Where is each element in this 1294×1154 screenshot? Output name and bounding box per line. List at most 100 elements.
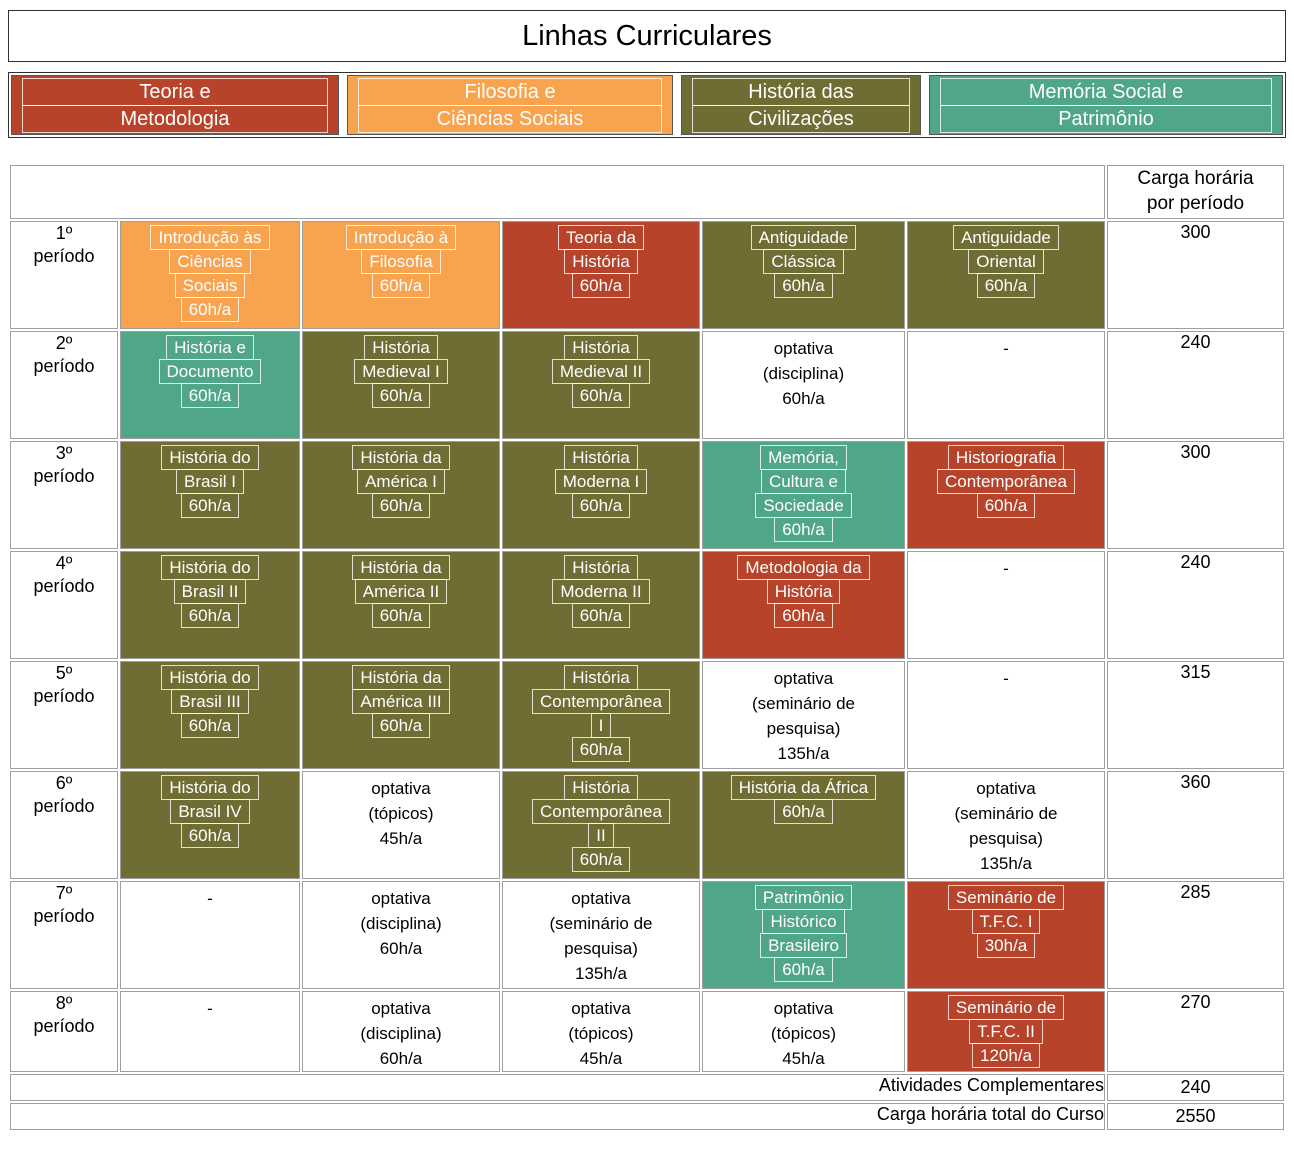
course-cell: Teoria da História 60h/a [502, 221, 700, 329]
text-line: 60h/a [571, 493, 631, 518]
text-line: optativa [371, 999, 431, 1018]
text-line: 60h/a [371, 383, 431, 408]
text-line: Brasil I [176, 469, 244, 494]
text-line: Filosofia [361, 249, 441, 274]
course-box: - [908, 662, 1104, 768]
period-row-7: 7º período - optativa (disciplina) 60h/a op… [10, 881, 1284, 989]
text-line: período [33, 576, 95, 596]
course-box: Historiografia Contemporânea 60h/a [908, 442, 1104, 548]
text-line: 1º [55, 223, 73, 243]
text-line: 60h/a [774, 799, 833, 824]
text-line: 60h/a [571, 273, 631, 298]
period-row-1: 1º período Introdução às Ciências Sociais 60… [10, 221, 1284, 329]
text-line: 60h/a [371, 493, 431, 518]
text-line: optativa [371, 889, 431, 908]
text-line: Filosofia e [358, 77, 662, 106]
text-line: por período [1146, 193, 1245, 214]
text-line: optativa [976, 779, 1036, 798]
course-cell: Historiografia Contemporânea 60h/a [907, 441, 1105, 549]
course-box: Memória, Cultura e Sociedade 60h/a [703, 442, 904, 548]
text-line: (seminário de [954, 804, 1058, 823]
workload-header-row: Carga horária por período [10, 165, 1284, 219]
text-line: Teoria da [558, 225, 644, 250]
course-cell: História Moderna II 60h/a [502, 551, 700, 659]
course-box: optativa (disciplina) 60h/a [303, 882, 499, 988]
text-line: América III [352, 689, 450, 714]
period-row-2: 2º período História e Documento 60h/a Histó… [10, 331, 1284, 439]
legend-item-teoria-metodologia: Teoria e Metodologia [11, 75, 339, 135]
text-line: História [564, 665, 638, 690]
course-box: Antiguidade Clássica 60h/a [703, 222, 904, 328]
course-cell: optativa (disciplina) 60h/a [302, 881, 500, 989]
text-line: Carga horária [1137, 168, 1254, 189]
text-line: pesquisa) [969, 829, 1043, 848]
period-row-8: 8º período - optativa (disciplina) 60h/a op… [10, 991, 1284, 1072]
course-cell: História Moderna I 60h/a [502, 441, 700, 549]
text-line: História [564, 775, 638, 800]
course-cell: História da África 60h/a [702, 771, 905, 879]
text-line: 60h/a [774, 603, 833, 628]
text-line: História das [692, 77, 910, 106]
text-line: Memória Social e [940, 77, 1272, 106]
text-line: Patrimônio [940, 104, 1272, 133]
course-cell: optativa (disciplina) 60h/a [702, 331, 905, 439]
text-line: Cultura e [761, 469, 846, 494]
course-cell: Introdução às Ciências Sociais 60h/a [120, 221, 300, 329]
course-box: Introdução à Filosofia 60h/a [303, 222, 499, 328]
course-box: Introdução às Ciências Sociais 60h/a [121, 222, 299, 328]
period-row-5: 5º período História do Brasil III 60h/a His… [10, 661, 1284, 769]
text-line: (disciplina) [762, 364, 845, 383]
legend-item-filosofia-ciencias-sociais: Filosofia e Ciências Sociais [347, 75, 673, 135]
text-line: Metodologia [22, 104, 328, 133]
text-line: optativa [773, 999, 834, 1018]
text-line: optativa [773, 669, 834, 688]
course-box: optativa (seminário de pesquisa) 135h/a [908, 772, 1104, 878]
text-line: Seminário de [947, 885, 1065, 910]
text-line: 2º [55, 333, 73, 353]
course-cell: História do Brasil III 60h/a [120, 661, 300, 769]
period-cell: 4º período [10, 551, 118, 659]
text-line: Memória, [760, 445, 847, 470]
curriculum-table: Carga horária por período 1º período Intro… [8, 163, 1286, 1132]
course-box: História do Brasil IV 60h/a [121, 772, 299, 878]
text-line: período [33, 356, 95, 376]
text-line: 60h/a [371, 273, 431, 298]
text-line: 60h/a [976, 273, 1036, 298]
text-line: 7º [55, 883, 73, 903]
course-cell: História Medieval II 60h/a [502, 331, 700, 439]
text-line: Civilizações [692, 104, 910, 133]
legend-item-historia-civilizacoes: História das Civilizações [681, 75, 921, 135]
text-line: período [33, 466, 95, 486]
text-line: Contemporânea [532, 689, 670, 714]
course-box: História Medieval II 60h/a [503, 332, 699, 438]
text-line: Oriental [968, 249, 1044, 274]
course-box: História Contemporânea I 60h/a [503, 662, 699, 768]
period-row-6: 6º período História do Brasil IV 60h/a opta… [10, 771, 1284, 879]
text-line: História do [161, 665, 259, 690]
text-line: Brasil IV [170, 799, 250, 824]
course-cell: História Medieval I 60h/a [302, 331, 500, 439]
course-cell: Seminário de T.F.C. I 30h/a [907, 881, 1105, 989]
complementary-activities-row: Atividades Complementares 240 [10, 1074, 1284, 1101]
course-box: - [121, 882, 299, 988]
course-cell: História do Brasil II 60h/a [120, 551, 300, 659]
course-box: História do Brasil II 60h/a [121, 552, 299, 658]
course-box: - [121, 992, 299, 1071]
course-cell: - [907, 331, 1105, 439]
course-box: optativa (tópicos) 45h/a [503, 992, 699, 1071]
text-line: Moderna II [552, 579, 650, 604]
course-box: História e Documento 60h/a [121, 332, 299, 438]
period-cell: 1º período [10, 221, 118, 329]
course-cell: História do Brasil I 60h/a [120, 441, 300, 549]
period-total-cell: 240 [1107, 551, 1284, 659]
text-line: História [564, 555, 638, 580]
text-line: 60h/a [180, 493, 240, 518]
text-line: período [33, 796, 95, 816]
text-line: período [33, 686, 95, 706]
period-cell: 8º período [10, 991, 118, 1072]
course-cell: - [907, 551, 1105, 659]
text-line: Brasileiro [760, 933, 847, 958]
text-line: América I [357, 469, 445, 494]
text-line: Ciências Sociais [358, 104, 662, 133]
course-cell: História e Documento 60h/a [120, 331, 300, 439]
